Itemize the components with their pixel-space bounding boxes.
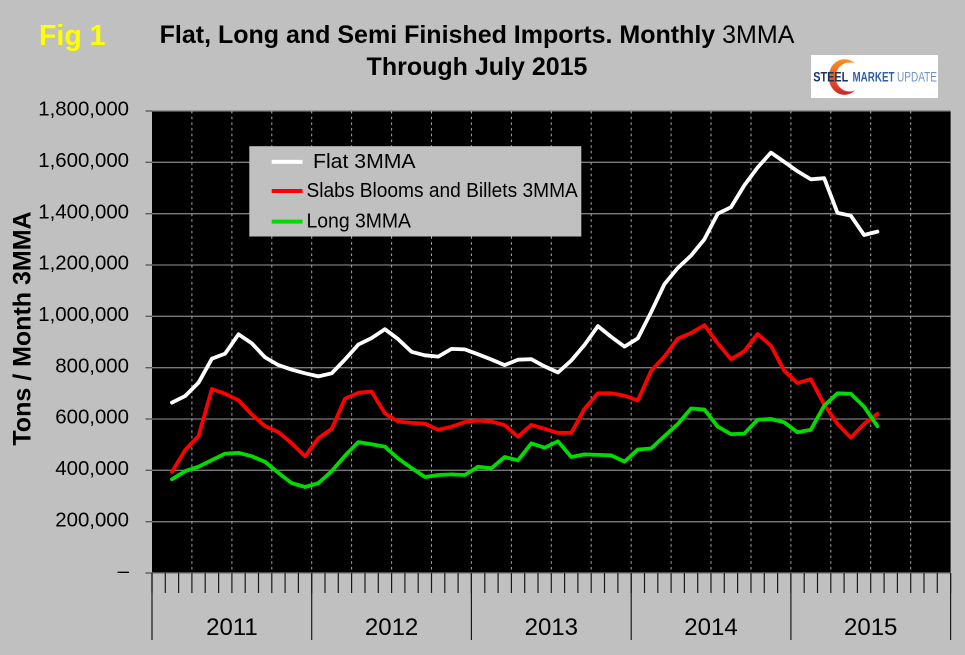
svg-text:UPDATE: UPDATE — [897, 70, 937, 85]
svg-text:Long 3MMA: Long 3MMA — [307, 211, 412, 233]
svg-text:1,400,000: 1,400,000 — [38, 201, 129, 223]
svg-text:200,000: 200,000 — [55, 509, 129, 531]
svg-text:MARKET: MARKET — [852, 70, 895, 85]
svg-text:2013: 2013 — [525, 614, 578, 641]
svg-text:1,200,000: 1,200,000 — [38, 253, 129, 275]
svg-text:1,600,000: 1,600,000 — [38, 150, 129, 172]
svg-text:Flat 3MMA: Flat 3MMA — [313, 151, 416, 173]
svg-text:400,000: 400,000 — [55, 458, 129, 480]
svg-text:600,000: 600,000 — [55, 407, 129, 429]
svg-text:800,000: 800,000 — [55, 355, 129, 377]
svg-text:–: – — [118, 561, 130, 583]
svg-text:2011: 2011 — [206, 614, 258, 641]
svg-text:2015: 2015 — [844, 614, 897, 641]
svg-text:STEEL: STEEL — [813, 70, 848, 85]
svg-text:1,000,000: 1,000,000 — [38, 304, 129, 326]
svg-text:Slabs Blooms and Billets 3MMA: Slabs Blooms and Billets 3MMA — [307, 180, 579, 202]
svg-text:2014: 2014 — [684, 614, 737, 641]
svg-text:2012: 2012 — [365, 614, 418, 641]
svg-text:1,800,000: 1,800,000 — [38, 99, 129, 121]
